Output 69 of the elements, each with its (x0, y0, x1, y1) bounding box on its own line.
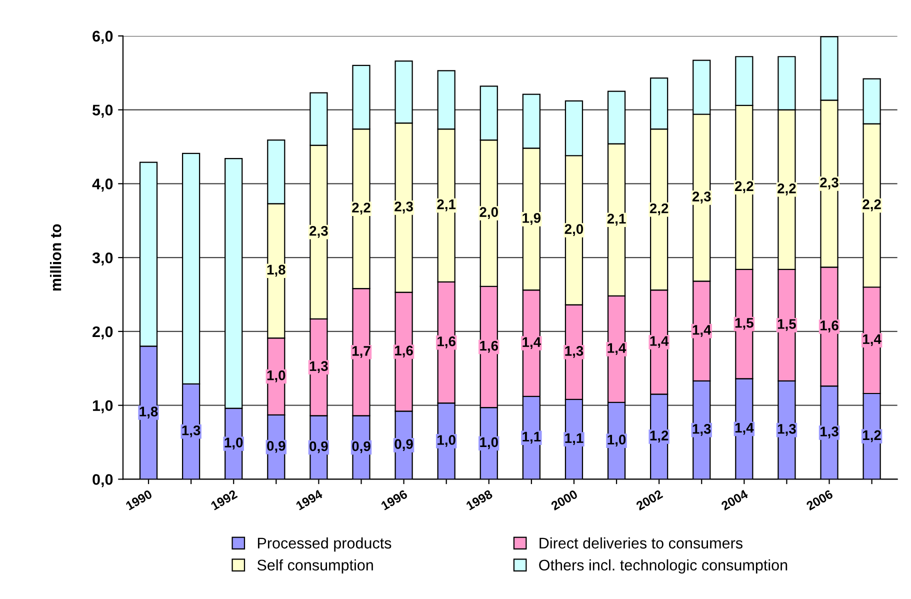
data-label: 2,0 (564, 224, 584, 236)
data-label: 2,3 (310, 226, 328, 238)
data-label: 1,4 (863, 334, 882, 346)
y-tick-label: 5,0 (92, 104, 113, 118)
data-label: 1,6 (438, 336, 456, 348)
legend-label: Processed products (258, 537, 392, 552)
data-label: 1,3 (565, 346, 584, 358)
y-tick-label: 0,0 (92, 474, 113, 488)
data-label: 0,9 (394, 439, 413, 451)
data-label: 1,5 (735, 318, 754, 330)
x-tick-label: 1996 (380, 489, 408, 510)
data-label: 1,7 (352, 346, 370, 358)
data-label: 1,3 (820, 426, 838, 438)
data-label: 2,2 (734, 181, 754, 194)
y-tick-label: 6,0 (92, 30, 113, 44)
data-label: 2,2 (650, 203, 668, 216)
data-label: 1,2 (650, 430, 668, 442)
data-label: 1,3 (778, 424, 796, 436)
data-label: 2,0 (480, 207, 498, 219)
y-axis-title: million to (50, 224, 62, 291)
data-label: 2,3 (820, 178, 838, 190)
data-label: 1,8 (267, 264, 286, 277)
data-label: 1,2 (863, 430, 881, 442)
data-label: 2,2 (862, 199, 881, 212)
data-label: 0,9 (310, 441, 328, 454)
data-label: 1,9 (522, 213, 541, 225)
data-label: 1,8 (140, 406, 158, 418)
data-label: 0,9 (352, 441, 370, 454)
data-label: 0,9 (267, 440, 286, 453)
x-tick-label: 2006 (806, 489, 834, 511)
x-tick-label: 2000 (550, 489, 578, 511)
data-label: 1,0 (267, 370, 286, 382)
data-label: 2,1 (437, 199, 456, 212)
data-label: 2,2 (352, 202, 370, 215)
data-label: 1,1 (565, 433, 584, 446)
data-label: 2,3 (692, 192, 711, 204)
x-tick-label: 1990 (125, 489, 153, 510)
data-label: 2,1 (607, 214, 626, 226)
data-label: 1,4 (650, 336, 669, 348)
data-label: 1,0 (480, 437, 498, 450)
data-label: 1,1 (522, 432, 541, 444)
data-label: 1,4 (608, 343, 626, 355)
data-label: 1,6 (480, 340, 498, 353)
data-label: 1,0 (224, 438, 243, 450)
y-tick-label: 4,0 (92, 178, 113, 192)
x-tick-label: 1998 (466, 489, 494, 510)
y-tick-label: 1,0 (92, 400, 113, 414)
data-label: 2,3 (394, 202, 413, 214)
legend-label: Direct deliveries to consumers (540, 537, 742, 549)
x-tick-label: 2002 (636, 489, 664, 511)
data-label: 1,4 (692, 325, 712, 337)
data-label: 1,3 (182, 425, 200, 438)
data-label: 1,6 (820, 320, 838, 332)
x-tick-label: 1994 (295, 489, 324, 510)
data-label: 1,3 (692, 424, 711, 436)
data-label: 1,5 (778, 319, 796, 331)
x-tick-label: 1992 (210, 489, 238, 510)
data-label: 1,4 (522, 337, 542, 350)
data-label: 1,4 (735, 423, 754, 435)
data-label: 1,0 (438, 435, 456, 447)
legend-label: Self consumption (257, 559, 373, 574)
data-label: 1,6 (395, 346, 413, 358)
y-tick-label: 2,0 (92, 326, 113, 340)
data-label: 2,2 (778, 183, 796, 196)
data-label: 1,3 (310, 361, 328, 374)
legend-label: Others incl. technologic consumption (539, 559, 788, 574)
data-label: 1,0 (608, 434, 626, 447)
x-tick-label: 2004 (720, 489, 749, 511)
y-tick-label: 3,0 (92, 252, 113, 266)
